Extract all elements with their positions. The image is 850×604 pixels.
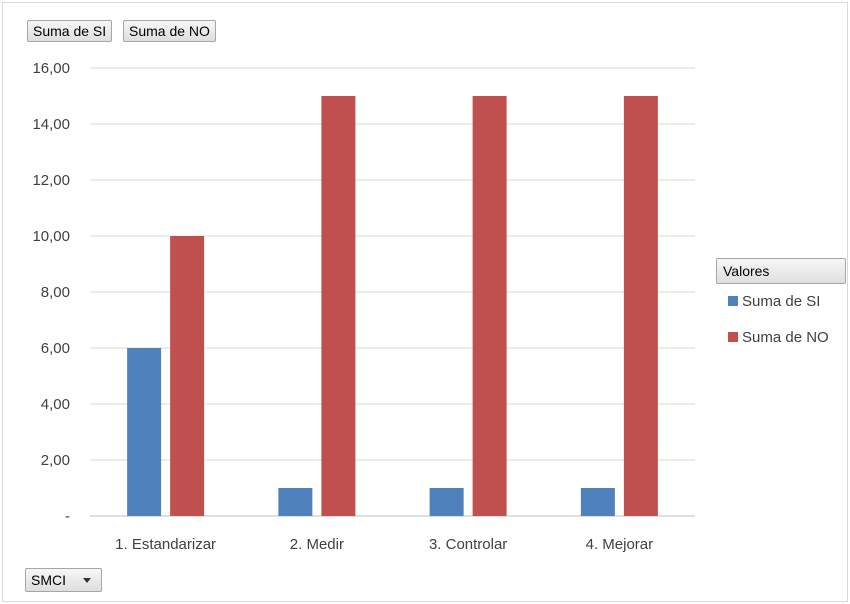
legend-item-suma-si: Suma de SI: [728, 292, 820, 312]
bar-suma-de-no: [472, 96, 507, 516]
legend-swatch-suma-no: [728, 332, 738, 343]
y-tick-label: 16,00: [32, 60, 70, 77]
field-button-suma-no[interactable]: Suma de NO: [123, 20, 216, 42]
y-tick-label: 4,00: [41, 396, 70, 413]
x-tick-label: 2. Medir: [290, 536, 344, 553]
bar-suma-de-si: [127, 348, 162, 516]
y-tick-label: 8,00: [41, 284, 70, 301]
chevron-down-icon: [83, 578, 91, 583]
y-tick-label: 2,00: [41, 452, 70, 469]
smci-axis-field-dropdown[interactable]: SMCI: [25, 568, 102, 592]
legend-label-suma-si: Suma de SI: [742, 293, 821, 310]
y-tick-label: 12,00: [32, 172, 70, 189]
bar-suma-de-si: [278, 488, 313, 516]
x-tick-label: 4. Mejorar: [586, 536, 654, 553]
y-tick-label: -: [65, 508, 70, 525]
y-tick-label: 6,00: [41, 340, 70, 357]
bar-suma-de-no: [623, 96, 658, 516]
y-tick-label: 10,00: [32, 228, 70, 245]
bar-suma-de-si: [580, 488, 615, 516]
bar-suma-de-no: [170, 236, 205, 516]
field-button-suma-si[interactable]: Suma de SI: [27, 20, 113, 42]
x-tick-label: 3. Controlar: [429, 536, 507, 553]
bar-suma-de-no: [321, 96, 356, 516]
x-tick-label: 1. Estandarizar: [115, 536, 216, 553]
legend-label-suma-no: Suma de NO: [742, 329, 829, 346]
legend-swatch-suma-si: [728, 296, 738, 307]
legend-item-suma-no: Suma de NO: [728, 328, 829, 348]
y-tick-label: 14,00: [32, 116, 70, 133]
bar-suma-de-si: [429, 488, 464, 516]
smci-label: SMCI: [31, 572, 66, 588]
legend-header[interactable]: Valores: [716, 258, 846, 284]
